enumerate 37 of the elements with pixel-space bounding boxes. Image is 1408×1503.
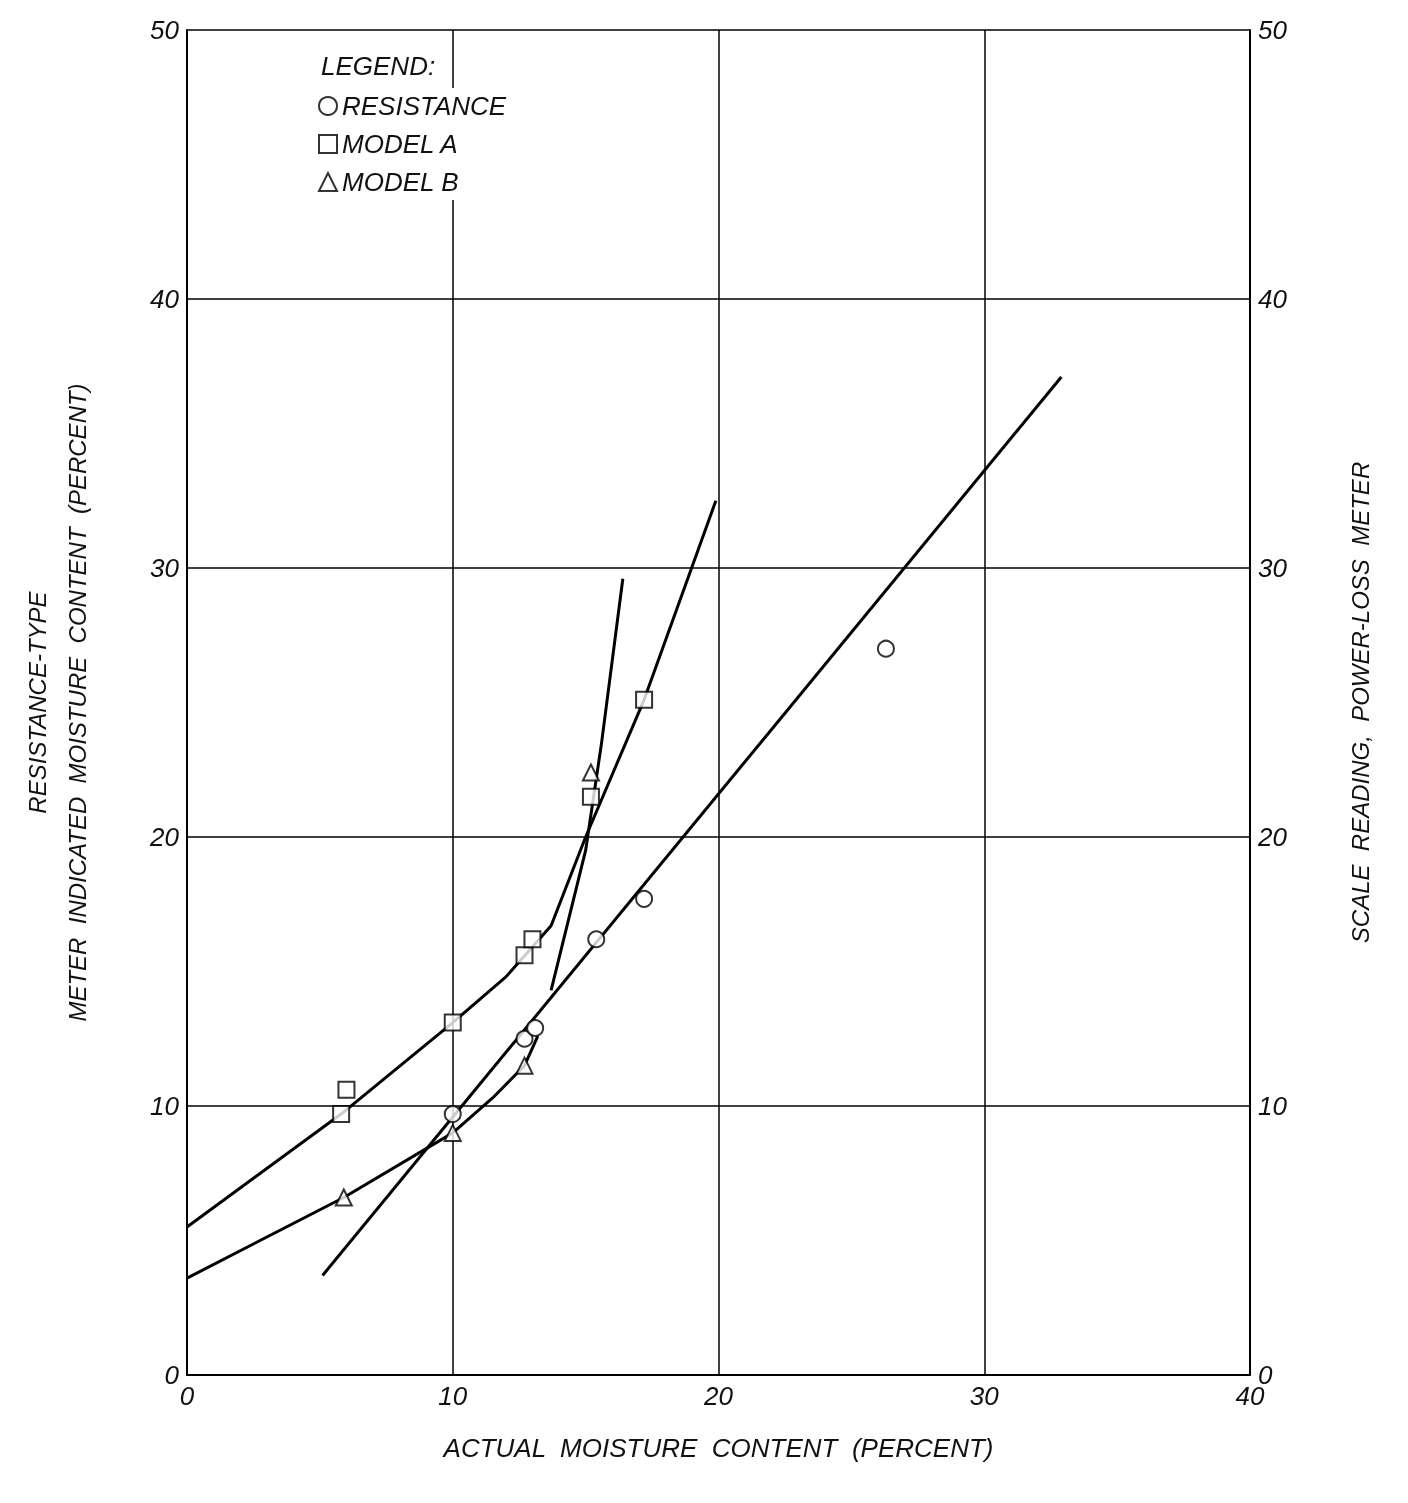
y-tick-label: 20 xyxy=(149,822,180,852)
point xyxy=(587,930,606,949)
point xyxy=(443,1105,462,1124)
legend-label: MODEL A xyxy=(342,129,458,159)
x-tick-label: 20 xyxy=(703,1381,734,1411)
point xyxy=(526,1018,545,1037)
y-tick-label: 30 xyxy=(150,553,180,583)
legend-label: RESISTANCE xyxy=(342,91,507,121)
y-tick-label: 10 xyxy=(150,1091,180,1121)
point xyxy=(635,690,654,709)
x-tick-label: 10 xyxy=(438,1381,468,1411)
y-axis-title: RESISTANCE-TYPE METER INDICATED MOISTURE CONTENT (PERCENT) xyxy=(23,383,91,1022)
y2-tick-label: 50 xyxy=(1258,15,1288,45)
point xyxy=(332,1105,351,1124)
y2-tick-label: 20 xyxy=(1257,822,1288,852)
y2-tick-label: 10 xyxy=(1258,1091,1288,1121)
legend-title: LEGEND: xyxy=(321,51,436,81)
point xyxy=(581,787,600,806)
y2-tick-label: 30 xyxy=(1258,553,1288,583)
point xyxy=(515,946,534,965)
y-tick-label: 40 xyxy=(150,284,180,314)
point xyxy=(876,639,895,658)
legend-label: MODEL B xyxy=(342,167,459,197)
point xyxy=(515,1029,534,1048)
y2-tick-label: 40 xyxy=(1258,284,1288,314)
point xyxy=(443,1013,462,1032)
point xyxy=(523,930,542,949)
point xyxy=(443,1123,462,1142)
point xyxy=(581,763,600,782)
point xyxy=(337,1080,356,1099)
x-tick-label: 30 xyxy=(969,1381,1000,1411)
y-tick-label: 50 xyxy=(150,15,180,45)
point xyxy=(334,1188,353,1207)
y-tick-label: 0 xyxy=(164,1360,180,1390)
point xyxy=(515,1056,534,1075)
x-axis-title: ACTUAL MOISTURE CONTENT (PERCENT) xyxy=(441,1433,994,1463)
y2-axis-title: SCALE READING, POWER-LOSS METER xyxy=(1346,461,1374,944)
